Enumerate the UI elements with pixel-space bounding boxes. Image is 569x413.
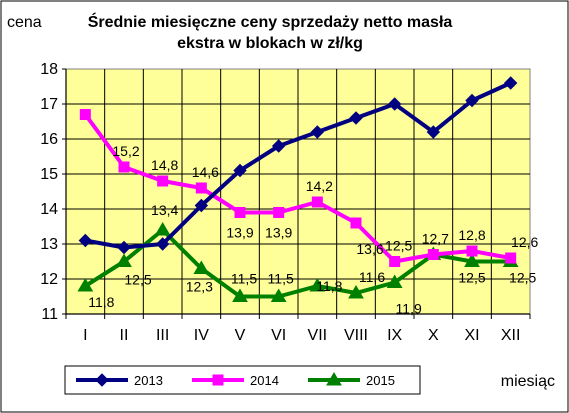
data-point (503, 76, 518, 90)
data-point (386, 274, 403, 288)
data-label: 12,5 (458, 270, 485, 286)
data-label: 15,2 (112, 143, 139, 159)
y-tick-label: 15 (40, 166, 58, 183)
data-label: 11,5 (231, 271, 257, 287)
x-tick-label: VI (271, 327, 286, 344)
data-point (389, 256, 401, 267)
x-tick-label: IX (387, 327, 402, 344)
x-tick-label: XII (501, 327, 521, 344)
legend: 2013 2014 2015 (64, 365, 421, 395)
data-label: 12,5 (509, 270, 536, 286)
data-point (466, 245, 478, 257)
data-point (77, 278, 94, 292)
legend-label: 2014 (250, 373, 279, 388)
data-point (234, 207, 246, 218)
data-point (310, 125, 325, 139)
data-point (95, 373, 109, 387)
data-label: 14,8 (151, 157, 178, 173)
data-point (270, 288, 287, 302)
data-point (233, 163, 247, 178)
data-point (193, 260, 210, 274)
data-point (311, 196, 323, 208)
x-tick-label: X (428, 327, 439, 344)
data-labels-group: 15,214,8 14,613,9 13,914,213,6 12,5 12,7 12,8… (88, 143, 538, 317)
series-line (84, 81, 512, 250)
x-tick-label: VII (308, 327, 328, 344)
data-label: 12,5 (124, 272, 151, 288)
x-axis-title: miesiąc (501, 373, 555, 390)
data-label: 14,2 (306, 178, 333, 194)
y-tick-label: 11 (41, 306, 58, 323)
data-label: 13,6 (356, 241, 383, 257)
data-label: 12,7 (422, 231, 449, 247)
chart-title-line-1: Średnie miesięczne ceny sprzedaży netto … (88, 12, 453, 31)
data-point (465, 93, 479, 108)
x-tick-label: V (235, 327, 246, 344)
data-label: 11,9 (396, 301, 422, 317)
data-point (350, 217, 362, 229)
data-label: 12,3 (186, 279, 213, 295)
data-point (387, 97, 402, 111)
x-tick-label: VIII (344, 327, 368, 344)
legend-label: 2013 (134, 373, 163, 388)
data-point (154, 222, 171, 236)
data-point (232, 288, 248, 302)
data-point (271, 139, 286, 153)
y-tick-label: 14 (40, 201, 58, 218)
x-tick-label: I (83, 327, 87, 344)
data-point (195, 182, 207, 194)
data-point (157, 175, 169, 187)
data-label: 11,8 (316, 278, 342, 294)
y-tick-label: 17 (40, 96, 58, 113)
y-tick-label: 13 (40, 236, 58, 253)
y-tick-label: 16 (40, 131, 58, 148)
data-point (194, 198, 209, 213)
data-label: 14,6 (192, 164, 219, 180)
data-label: 13,9 (265, 225, 292, 241)
legend-label: 2015 (366, 373, 395, 388)
data-point (155, 237, 170, 251)
series-line (83, 113, 512, 264)
y-axis-title: cena (7, 14, 42, 31)
x-tick-label: XI (464, 327, 479, 344)
data-point (78, 233, 93, 248)
data-point (273, 207, 285, 218)
data-point (426, 125, 441, 139)
data-label: 11,6 (359, 269, 385, 285)
data-label: 12,6 (511, 234, 538, 250)
data-label: 11,8 (88, 294, 114, 310)
data-point (326, 372, 342, 386)
data-point (349, 111, 363, 125)
data-point (464, 253, 480, 267)
data-point (79, 109, 91, 120)
chart-title-line-2: ekstra w blokach w zł/kg (177, 35, 363, 52)
data-label: 12,8 (458, 227, 485, 243)
x-tick-label: IV (194, 327, 209, 344)
data-point (118, 161, 130, 173)
x-tick-label: III (156, 327, 169, 344)
x-tick-label: II (120, 327, 129, 344)
series-group (77, 76, 519, 302)
data-label: 11,5 (268, 271, 294, 287)
data-point (116, 253, 132, 267)
data-point (117, 240, 131, 255)
x-axis-ticks: I II III IV V VI VII VIII IX X XI XII (65, 313, 531, 344)
data-label: 12,5 (385, 238, 412, 254)
y-tick-label: 18 (40, 61, 58, 78)
data-point (348, 285, 364, 299)
data-point (505, 252, 517, 264)
data-point (427, 249, 439, 260)
data-point (309, 278, 326, 292)
data-point (212, 374, 224, 386)
data-label: 13,9 (226, 225, 253, 241)
y-tick-label: 12 (40, 271, 58, 288)
data-label: 13,4 (151, 202, 178, 218)
y-axis-ticks: 11 12 13 14 15 16 17 18 (40, 61, 67, 323)
